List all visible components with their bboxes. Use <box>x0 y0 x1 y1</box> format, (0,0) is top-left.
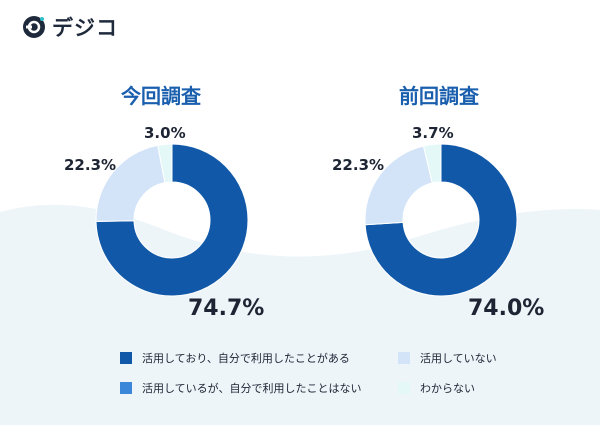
data-label-unknown-current: 3.0% <box>144 124 186 142</box>
donut-slice-active-self-used-previous <box>364 143 518 297</box>
brand-name: デジコ <box>52 16 118 40</box>
data-label-not-active-current: 22.3% <box>64 156 117 174</box>
legend-label: 活用しており、自分で利用したことがある <box>142 352 350 365</box>
brand-logo: デジコ <box>22 12 118 42</box>
legend-item-not-active: 活用していない <box>398 350 497 366</box>
legend-item-active-not-self-used: 活用しているが、自分で利用したことはない <box>120 380 361 396</box>
legend-swatch <box>398 352 410 364</box>
chart-title-current: 今回調査 <box>121 84 201 108</box>
legend-item-unknown: わからない <box>398 380 475 396</box>
legend-label: 活用しているが、自分で利用したことはない <box>142 382 362 395</box>
data-label-not-active-previous: 22.3% <box>332 156 385 174</box>
data-label-active-self-used-current: 74.7% <box>188 296 265 321</box>
donut-slice-unknown-previous <box>422 143 442 184</box>
brand-logo-icon <box>23 16 45 38</box>
legend-swatch <box>120 382 132 394</box>
legend-swatch <box>398 382 410 394</box>
legend-label: 活用していない <box>420 352 497 365</box>
donut-slice-unknown-current <box>157 143 173 184</box>
legend-item-active-self-used: 活用しており、自分で利用したことがある <box>120 350 350 366</box>
chart-title-previous: 前回調査 <box>399 84 479 108</box>
data-label-unknown-previous: 3.7% <box>412 124 454 142</box>
legend-swatch <box>120 352 132 364</box>
legend-label: わからない <box>420 382 475 395</box>
donut-slice-active-self-used-current <box>95 143 249 297</box>
data-label-active-self-used-previous: 74.0% <box>468 296 545 321</box>
